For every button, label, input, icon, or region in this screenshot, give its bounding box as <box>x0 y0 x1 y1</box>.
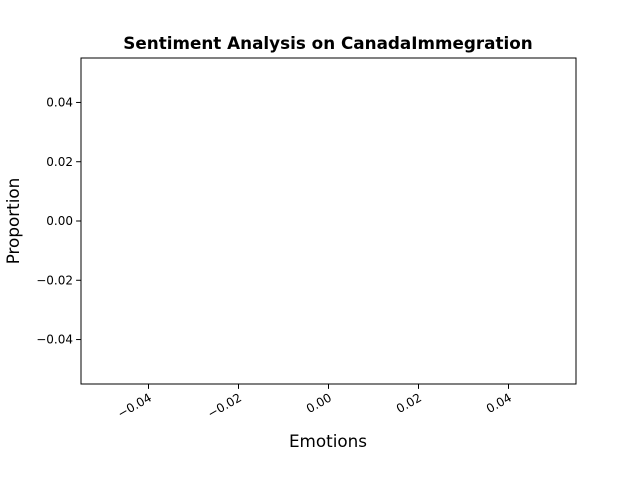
y-tick-label: −0.02 <box>36 273 73 287</box>
y-tick-label: 0.02 <box>46 155 73 169</box>
y-tick-label: 0.00 <box>46 214 73 228</box>
y-tick-label: 0.04 <box>46 96 73 110</box>
y-axis-label: Proportion <box>3 178 23 265</box>
plot-area <box>80 57 577 385</box>
x-axis-label: Emotions <box>289 431 367 451</box>
chart-title: Sentiment Analysis on CanadaImmegration <box>123 33 532 53</box>
y-axis: −0.04 −0.02 0.00 0.02 0.04 <box>36 96 81 347</box>
y-tick-label: −0.04 <box>36 333 73 347</box>
